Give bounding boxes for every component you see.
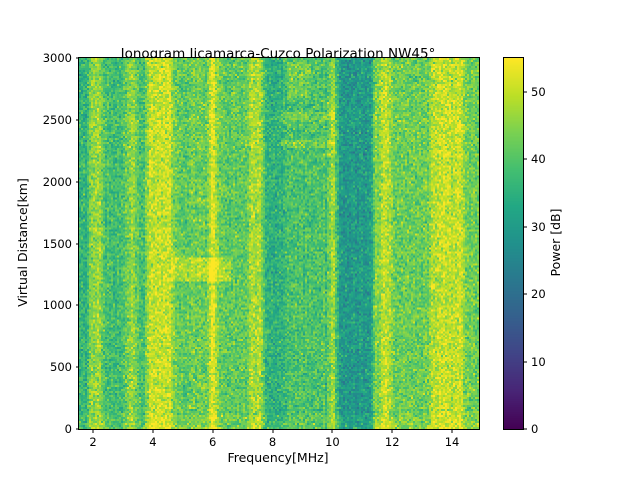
y-tick-label: 500 <box>50 360 72 375</box>
y-tick-mark <box>75 243 79 244</box>
colorbar-tick-label: 10 <box>531 354 546 369</box>
x-tick-label: 2 <box>89 435 97 449</box>
colorbar-tick-label: 40 <box>531 152 546 167</box>
colorbar-tick-mark <box>523 361 527 363</box>
colorbar-tick-label: 0 <box>531 422 539 436</box>
heatmap-image <box>79 58 479 429</box>
x-tick-mark <box>272 429 274 433</box>
colorbar-tick-mark <box>523 158 527 160</box>
y-tick-label: 1000 <box>42 298 72 313</box>
x-tick-mark <box>331 429 333 433</box>
x-tick-mark <box>212 429 214 433</box>
colorbar-gradient <box>504 58 523 429</box>
x-tick-label: 8 <box>268 435 277 449</box>
x-tick-label: 6 <box>209 435 217 449</box>
x-tick-mark <box>152 429 154 433</box>
colorbar: 0 10 20 30 40 50 <box>503 57 546 436</box>
x-tick-label: 4 <box>149 435 157 449</box>
colorbar-tick-mark <box>523 293 527 295</box>
y-tick-mark <box>75 57 79 59</box>
x-tick-label: 10 <box>325 435 340 449</box>
x-axis-label: Frequency[MHz] <box>227 450 329 465</box>
colorbar-tick-label: 50 <box>531 84 546 99</box>
x-tick-mark <box>391 429 393 433</box>
colorbar-tick-label: 30 <box>531 219 546 234</box>
y-tick-label: 2000 <box>42 174 72 189</box>
y-tick-mark <box>75 181 79 183</box>
colorbar-tick-mark <box>523 226 527 228</box>
y-tick-label: 3000 <box>42 51 72 65</box>
y-tick-mark <box>75 366 79 368</box>
y-tick-mark <box>75 428 79 430</box>
y-tick-label: 1500 <box>42 236 72 251</box>
y-tick-mark <box>75 304 79 306</box>
colorbar-label: Power [dB] <box>548 208 563 277</box>
colorbar-tick-mark <box>523 428 527 430</box>
y-tick-label: 2500 <box>42 112 72 127</box>
x-tick-label: 12 <box>384 435 400 449</box>
y-tick-label: 0 <box>64 422 72 436</box>
heatmap-axes: 0 500 1000 1500 2000 2500 3000 2 4 6 8 10 12 14 <box>43 51 480 449</box>
y-tick-mark <box>75 119 79 121</box>
colorbar-tick-mark <box>523 91 527 93</box>
x-tick-mark <box>451 429 453 433</box>
x-tick-mark <box>92 429 94 433</box>
x-tick-label: 14 <box>444 435 460 449</box>
colorbar-tick-label: 20 <box>531 287 546 302</box>
y-axis-label: Virtual Distance[km] <box>15 178 30 307</box>
